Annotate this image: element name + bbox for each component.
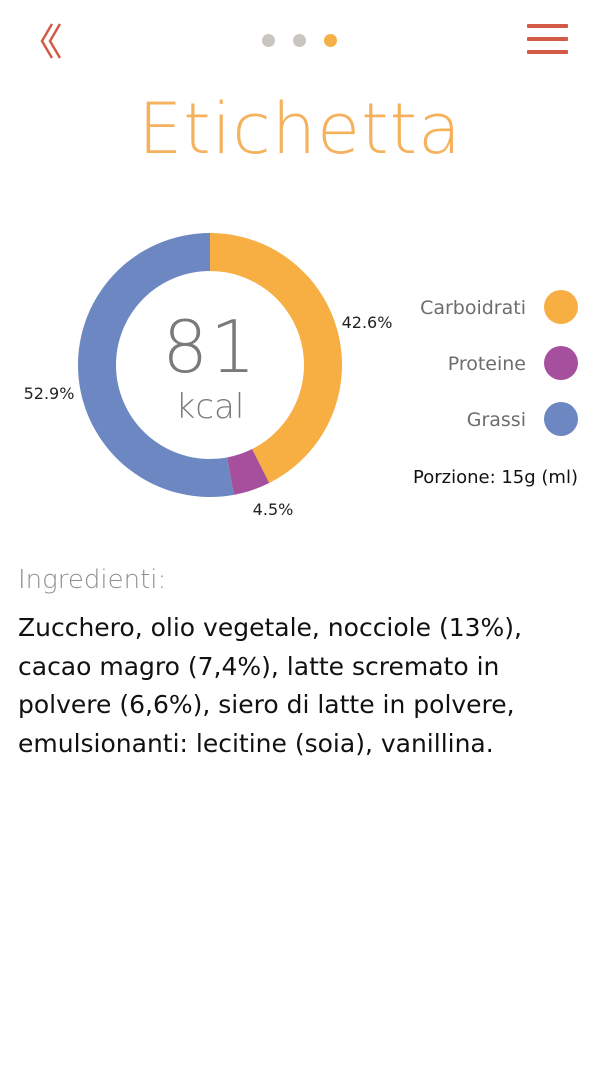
calorie-value: 81: [162, 305, 258, 389]
legend-label: Proteine: [447, 353, 526, 375]
calorie-unit: kcal: [176, 387, 245, 427]
page-indicator: [262, 34, 338, 48]
hamburger-menu-icon[interactable]: [527, 24, 569, 58]
legend-swatch-fat: [544, 402, 578, 436]
donut-slice-grassi: [77, 233, 234, 497]
page-title: Etichetta: [138, 88, 462, 170]
macro-donut-chart: 42.6% 4.5% 52.9% 81 kcal: [24, 233, 393, 519]
menu-bar: [527, 50, 568, 54]
menu-bar: [527, 37, 568, 41]
page-dot[interactable]: [262, 34, 275, 47]
ingredients-heading: Ingredienti:: [18, 565, 167, 595]
legend-swatch-protein: [544, 346, 578, 380]
portion-size: Porzione: 15g (ml): [413, 467, 578, 488]
slice-label-proteine: 4.5%: [253, 500, 294, 519]
slice-label-carboidrati: 42.6%: [342, 313, 393, 332]
page-dot[interactable]: [293, 34, 306, 47]
back-button[interactable]: [38, 22, 68, 62]
slice-label-grassi: 52.9%: [24, 384, 75, 403]
donut-slice-carboidrati: [210, 233, 342, 483]
legend-label: Carboidrati: [420, 297, 526, 319]
legend-swatch-carbs: [544, 290, 578, 324]
page-dot[interactable]: [324, 34, 337, 47]
legend-item-fat: Grassi: [380, 402, 580, 438]
legend-label: Grassi: [466, 409, 526, 431]
ingredients-text: Zucchero, olio vegetale, nocciole (13%),…: [18, 613, 522, 758]
menu-bar: [527, 24, 568, 28]
legend-item-carbs: Carboidrati: [380, 290, 580, 326]
donut-slice-proteine: [227, 449, 270, 495]
legend-item-protein: Proteine: [380, 346, 580, 382]
double-chevron-left-icon: [40, 23, 62, 59]
